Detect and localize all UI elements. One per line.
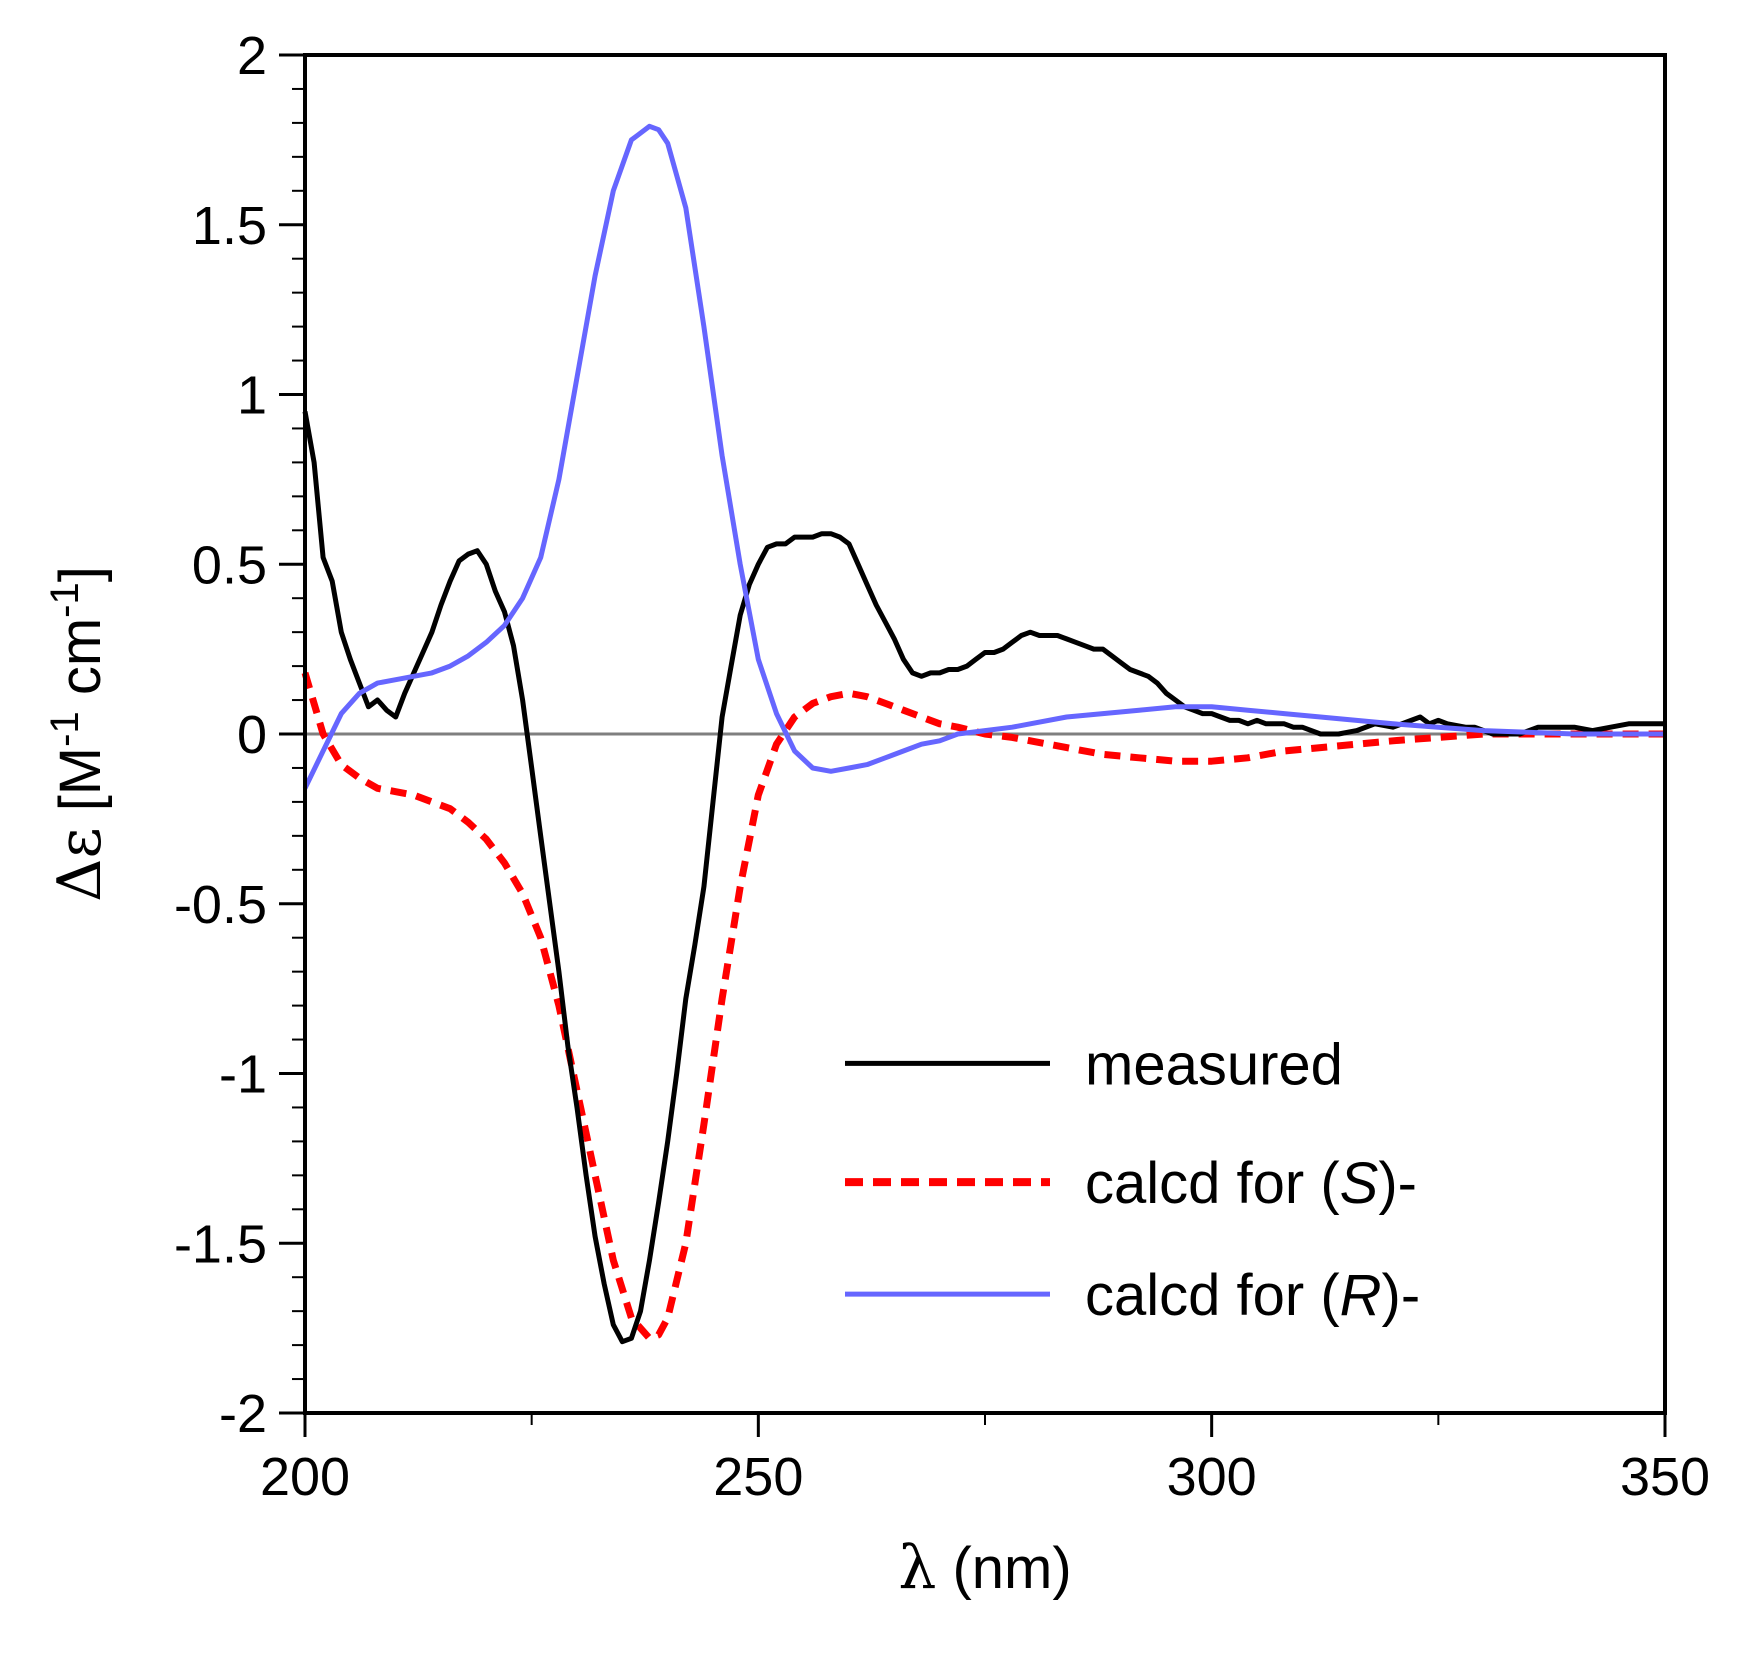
y-axis-exp-a: -1 [43,711,87,747]
y-tick-label: -1 [219,1045,267,1105]
y-axis-title: Δε [M-1 cm-1] [43,566,115,902]
y-tick-label: 1 [237,366,267,426]
x-tick-label: 300 [1167,1447,1257,1507]
legend-label-calcd-s: calcd for (S)- [1085,1151,1417,1216]
y-axis-unit-b: cm [48,618,113,711]
ticks-layer: -2 -1.5 -1 -0.5 0 0.5 1 1.5 2 200 250 300 350 [174,26,1710,1507]
y-axis-exp-b: -1 [43,582,87,618]
x-axis-symbol: λ [898,1533,936,1603]
y-axis-symbol: Δε [45,827,115,901]
x-tick-label: 350 [1620,1447,1710,1507]
y-axis-unit-c: ] [48,566,113,582]
x-axis-unit: (nm) [936,1536,1071,1601]
x-axis-title: λ (nm) [898,1533,1071,1603]
series-layer [301,123,1665,1345]
series-calcd-s [301,671,1665,1342]
y-tick-label: 0 [237,705,267,765]
legend: measured calcd for (S)- calcd for (R)- [845,1032,1420,1328]
x-tick-label: 250 [713,1447,803,1507]
series-measured [302,411,1665,1345]
y-tick-label: 0.5 [192,535,267,595]
y-tick-label: -1.5 [174,1214,267,1274]
y-tick-label: 1.5 [192,196,267,256]
y-axis-unit-a: [M [48,747,113,828]
legend-label-calcd-r: calcd for (R)- [1085,1263,1420,1328]
legend-label-measured: measured [1085,1032,1343,1097]
x-tick-label: 200 [260,1447,350,1507]
y-tick-label: -2 [219,1384,267,1444]
y-tick-label: 2 [237,26,267,86]
y-tick-label: -0.5 [174,875,267,935]
series-calcd-r [302,123,1665,790]
